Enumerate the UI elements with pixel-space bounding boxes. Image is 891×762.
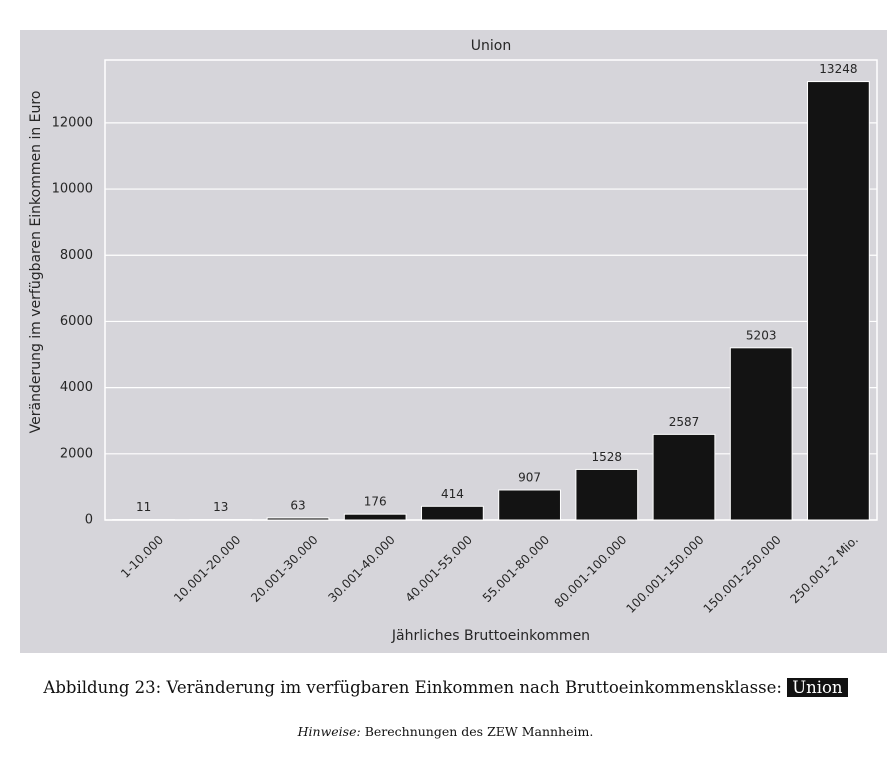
data-label: 1528 (592, 450, 623, 464)
note-text: Berechnungen des ZEW Mannheim. (364, 724, 594, 739)
bar (266, 517, 330, 521)
data-label: 2587 (669, 415, 700, 429)
data-label: 907 (518, 470, 541, 484)
caption: Abbildung 23: Veränderung im verfügbaren… (0, 678, 891, 697)
x-axis-label: Jährliches Bruttoeinkommen (391, 628, 590, 644)
data-label: 63 (290, 498, 305, 512)
data-label: 13 (213, 500, 228, 514)
y-tick-label: 4000 (60, 380, 93, 395)
data-label: 11 (136, 500, 151, 514)
bar (729, 347, 793, 521)
caption-label: Abbildung 23: Veränderung im verfügbaren… (43, 678, 782, 697)
y-tick-label: 6000 (60, 314, 93, 329)
y-tick-label: 2000 (60, 446, 93, 461)
bar (575, 468, 639, 521)
note: Hinweise: Berechnungen des ZEW Mannheim. (0, 724, 891, 739)
data-label: 414 (441, 487, 464, 501)
data-label: 5203 (746, 328, 777, 342)
bar (421, 505, 484, 521)
bar (807, 81, 870, 521)
chart-background (20, 30, 887, 653)
y-tick-label: 12000 (52, 115, 93, 130)
y-tick-label: 8000 (60, 248, 93, 263)
data-label: 176 (364, 495, 387, 509)
bar (498, 489, 561, 521)
chart-title: Union (471, 38, 511, 54)
note-label: Hinweise: (297, 724, 361, 739)
chart: Union Jährliches Bruttoeinkommen Verände… (20, 30, 887, 653)
data-label: 13248 (819, 62, 857, 76)
bar (343, 513, 407, 521)
y-tick-label: 0 (85, 513, 93, 528)
y-axis-label: Veränderung im verfügbaren Einkommen in … (28, 91, 44, 434)
bar (652, 433, 716, 521)
caption-highlight: Union (787, 678, 848, 697)
y-tick-label: 10000 (52, 182, 93, 197)
